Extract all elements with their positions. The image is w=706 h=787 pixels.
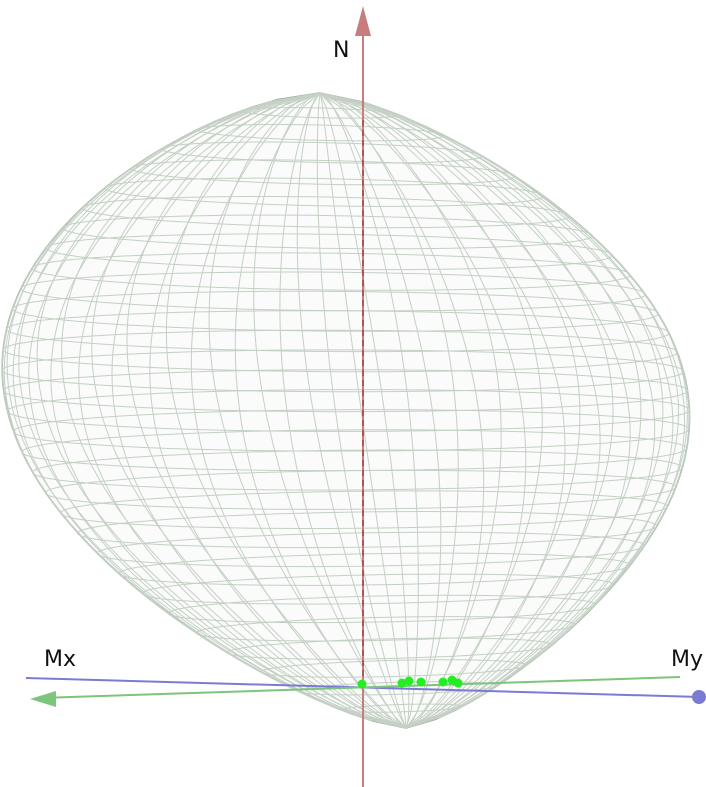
surface-meridian-line	[319, 92, 459, 729]
surface-meridian-line	[111, 92, 407, 729]
surface-meridian-line	[6, 92, 407, 729]
load-point-marker	[438, 677, 448, 687]
surface-meridian-line	[319, 92, 601, 729]
surface-meridian-line	[319, 92, 442, 729]
surface-meridian-line	[319, 92, 680, 729]
surface-meridian-line	[50, 92, 407, 729]
surface-meridian-line	[36, 92, 407, 729]
surface-meridian-line	[3, 92, 407, 729]
surface-meridian-line	[319, 92, 581, 729]
surface-meridian-line	[319, 92, 674, 729]
n-axis-arrowhead	[355, 6, 371, 36]
surface-meridian-line	[319, 92, 407, 729]
load-point-marker	[453, 678, 463, 688]
surface-meridian-line	[279, 92, 407, 729]
surface-meridian-line	[234, 92, 407, 729]
surface-meridian-line	[78, 92, 407, 729]
surface-meridian-line	[61, 92, 407, 729]
surface-meridian-line	[319, 92, 527, 729]
surface-meridian-line	[296, 92, 407, 729]
surface-meridian-line	[319, 92, 688, 729]
my-axis-label: My	[671, 647, 703, 672]
surface-meridian-line	[319, 92, 485, 729]
mx-axis-arrowhead	[30, 691, 56, 707]
load-point-marker	[397, 678, 407, 688]
surface-meridian-line	[319, 92, 664, 729]
surface-meridian-line	[149, 92, 407, 729]
surface-meridian-line	[28, 92, 407, 729]
interaction-surface-mesh	[1, 92, 691, 729]
surface-meridian-line	[12, 92, 407, 729]
surface-meridian-line	[18, 92, 407, 729]
surface-meridian-line	[319, 92, 410, 729]
surface-meridian-line	[319, 92, 614, 729]
surface-meridian-line	[319, 92, 691, 729]
load-point-marker	[404, 676, 414, 686]
load-point-markers	[357, 675, 463, 689]
surface-meridian-line	[319, 92, 656, 729]
surface-meridian-line	[190, 92, 407, 729]
load-point-marker	[416, 677, 426, 687]
surface-meridian-line	[253, 92, 407, 729]
surface-meridian-line	[91, 92, 407, 729]
surface-meridian-line	[319, 92, 502, 729]
surface-meridian-line	[319, 92, 543, 729]
surface-meridian-line	[1, 92, 407, 729]
surface-meridian-line	[319, 92, 642, 729]
load-point-marker	[357, 679, 367, 689]
mx-axis-label: Mx	[44, 647, 76, 672]
surface-meridian-line	[165, 92, 407, 729]
surface-meridian-line	[319, 92, 631, 729]
my-axis-endpoint	[692, 690, 706, 704]
surface-meridian-line	[316, 92, 407, 729]
surface-meridian-line	[319, 92, 686, 729]
surface-meridian-line	[126, 92, 407, 729]
surface-meridian-line	[319, 92, 566, 729]
n-axis-label: N	[333, 38, 349, 63]
